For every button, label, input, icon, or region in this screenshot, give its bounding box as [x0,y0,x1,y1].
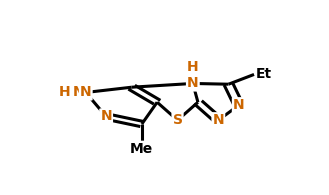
Text: N: N [187,76,199,90]
Text: N: N [233,98,244,112]
Text: Me: Me [130,142,153,156]
Text: N: N [80,85,91,99]
Text: Et: Et [256,67,272,82]
Text: H: H [59,85,70,99]
Text: N: N [187,61,199,75]
Text: S: S [172,113,183,127]
Text: N: N [100,110,112,123]
Text: H: H [187,60,199,74]
Text: N: N [213,113,224,127]
Text: N: N [73,85,85,99]
